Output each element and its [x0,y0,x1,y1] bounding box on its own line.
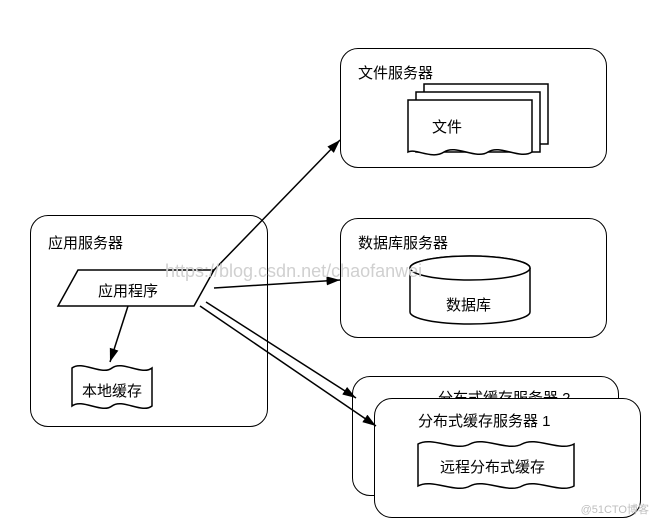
database-label: 数据库 [446,294,491,315]
app-server-label: 应用服务器 [48,232,123,253]
local-cache-label: 本地缓存 [82,380,142,401]
cache-server1-label: 分布式缓存服务器 1 [418,410,551,431]
app-program-label: 应用程序 [98,280,158,301]
remote-cache-label: 远程分布式缓存 [440,456,545,477]
db-server-label: 数据库服务器 [358,232,448,253]
file-label: 文件 [432,116,462,137]
corner-watermark: @51CTO博客 [581,501,649,517]
file-server-label: 文件服务器 [358,62,433,83]
